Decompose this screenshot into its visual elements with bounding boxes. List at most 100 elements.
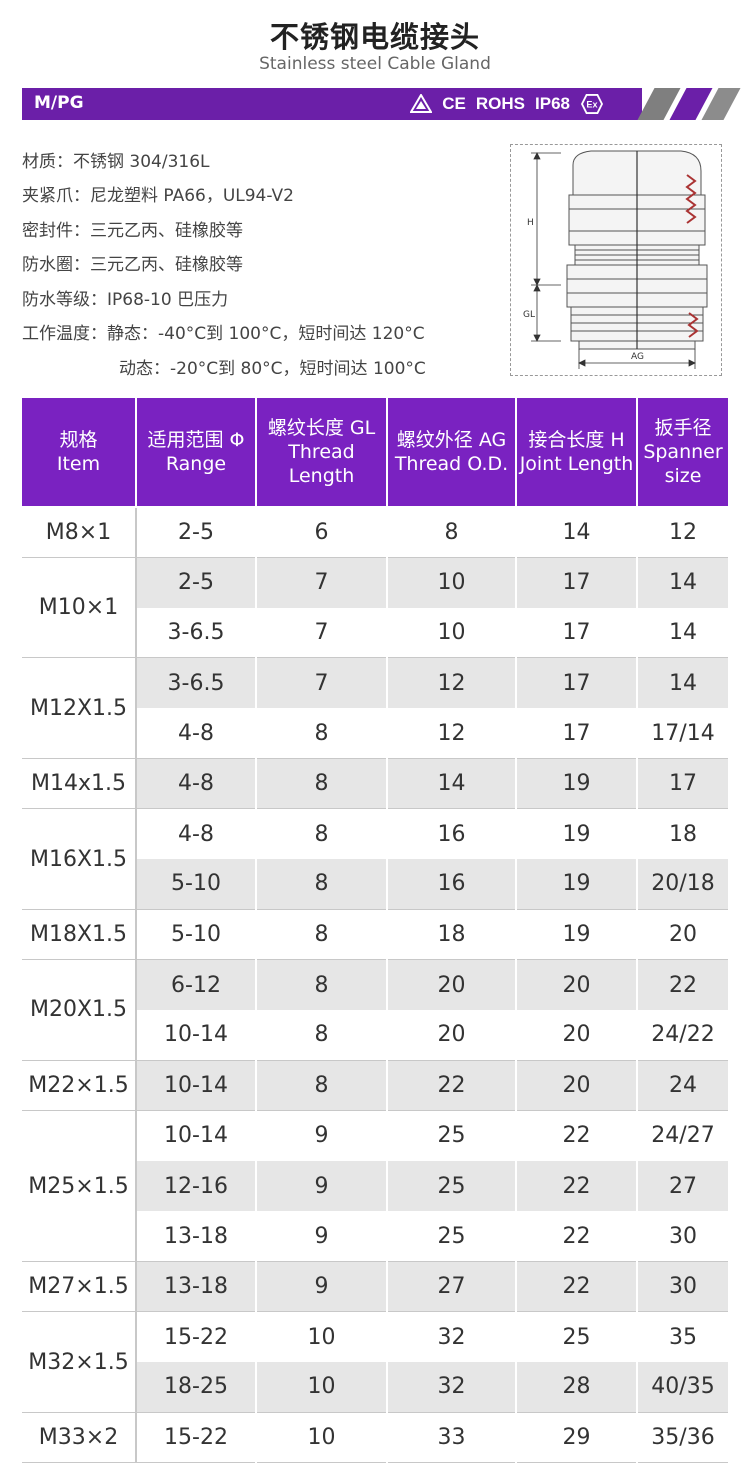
range-cell: 3-6.5: [135, 657, 257, 709]
spanner-size-cell: 14: [636, 607, 730, 659]
thread-length-cell: 8: [255, 1060, 388, 1112]
joint-length-cell: 19: [515, 859, 638, 910]
range-cell: 2-5: [135, 557, 257, 608]
spanner-size-cell: 14: [636, 557, 730, 608]
thread-od-cell: 25: [386, 1110, 517, 1161]
spanner-size-cell: 27: [636, 1160, 730, 1212]
thread-od-cell: 10: [386, 607, 517, 659]
thread-od-cell: 20: [386, 959, 517, 1010]
spanner-size-cell: 18: [636, 808, 730, 860]
range-cell: 15-22: [135, 1311, 257, 1363]
table-row: M25×1.5 10-14 9 25 22 24/27: [20, 1110, 730, 1262]
table-row: 3-6.5 7 10 17 14: [21, 607, 730, 659]
joint-length-cell: 22: [515, 1261, 638, 1313]
thread-length-cell: 8: [255, 909, 388, 961]
thread-od-cell: 33: [386, 1412, 517, 1464]
header-range: 适用范围 Φ Range: [135, 396, 257, 508]
thread-od-cell: 8: [386, 507, 517, 558]
range-cell: 5-10: [135, 859, 257, 910]
spec-material: 材质： 不锈钢 304/316L: [22, 151, 210, 172]
thread-length-cell: 8: [255, 859, 388, 910]
header-thread-od: 螺纹外径 AG Thread O.D.: [386, 396, 517, 508]
table-row: M33×2 15-22 10 33 29 35/36: [20, 1412, 730, 1464]
spanner-size-cell: 17/14: [636, 708, 730, 759]
thread-od-cell: 14: [386, 758, 517, 810]
spanner-size-cell: 12: [636, 507, 730, 558]
spec-protection: 防水等级： IP68-10 巴压力: [22, 289, 229, 310]
thread-od-cell: 16: [386, 808, 517, 860]
thread-length-cell: 10: [255, 1362, 388, 1413]
joint-length-cell: 14: [515, 507, 638, 558]
joint-length-cell: 20: [515, 1009, 638, 1061]
spanner-size-cell: 22: [636, 959, 730, 1010]
spanner-size-cell: 24/27: [636, 1110, 730, 1161]
range-cell: 6-12: [135, 959, 257, 1010]
banner-label: M/PG: [34, 93, 84, 113]
table-row: M20X1.5 6-12 8 20 20 22: [20, 959, 730, 1061]
cert-logos: CE ROHS IP68 Ex: [410, 88, 608, 120]
joint-length-cell: 22: [515, 1211, 638, 1262]
item-cell: M14x1.5: [20, 758, 137, 810]
tuv-icon: [410, 94, 433, 113]
page-subtitle: Stainless steel Cable Gland: [259, 54, 491, 74]
range-cell: 10-14: [135, 1009, 257, 1061]
header-spanner-size: 扳手径 Spanner size: [636, 396, 730, 508]
range-cell: 10-14: [135, 1110, 257, 1161]
cable-gland-diagram: H GL AG: [510, 144, 722, 376]
thread-length-cell: 7: [255, 657, 388, 709]
thread-length-cell: 8: [255, 708, 388, 759]
table-row: M16X1.5 4-8 8 16 19 18: [20, 808, 730, 910]
spanner-size-cell: 24/22: [636, 1009, 730, 1061]
ex-icon: Ex: [580, 94, 604, 114]
thread-od-cell: 10: [386, 557, 517, 608]
thread-length-cell: 9: [255, 1211, 388, 1262]
table-row: M12X1.5 3-6.5 7 12 17 14: [20, 657, 730, 759]
spanner-size-cell: 17: [636, 758, 730, 810]
table-row: 5-10 8 16 19 20/18: [21, 859, 730, 910]
joint-length-cell: 22: [515, 1110, 638, 1161]
spanner-size-cell: 24: [636, 1060, 730, 1112]
item-cell: M20X1.5: [20, 959, 137, 1061]
range-cell: 10-14: [135, 1060, 257, 1112]
spanner-size-cell: 35: [636, 1311, 730, 1363]
thread-length-cell: 7: [255, 557, 388, 608]
header-joint-length: 接合长度 H Joint Length: [515, 396, 638, 508]
joint-length-cell: 17: [515, 708, 638, 759]
svg-text:Ex: Ex: [586, 100, 597, 110]
spanner-size-cell: 14: [636, 657, 730, 709]
joint-length-cell: 20: [515, 1060, 638, 1112]
thread-od-cell: 22: [386, 1060, 517, 1112]
dim-gl-label: GL: [523, 310, 535, 320]
spec-list: 材质： 不锈钢 304/316L 夹紧爪： 尼龙塑料 PA66，UL94-V2 密封…: [22, 142, 492, 384]
thread-od-cell: 25: [386, 1160, 517, 1212]
joint-length-cell: 28: [515, 1362, 638, 1413]
joint-length-cell: 25: [515, 1311, 638, 1363]
spec-clamp: 夹紧爪： 尼龙塑料 PA66，UL94-V2: [22, 186, 294, 207]
thread-od-cell: 18: [386, 909, 517, 961]
item-cell: M32×1.5: [20, 1311, 137, 1413]
table-row: M8×1 2-5 6 8 14 12: [20, 507, 730, 558]
joint-length-cell: 20: [515, 959, 638, 1010]
thread-length-cell: 9: [255, 1160, 388, 1212]
joint-length-cell: 19: [515, 758, 638, 810]
thread-od-cell: 32: [386, 1362, 517, 1413]
table-row: 10-14 8 20 20 24/22: [21, 1009, 730, 1061]
range-cell: 15-22: [135, 1412, 257, 1464]
spanner-size-cell: 40/35: [636, 1362, 730, 1413]
header-thread-length: 螺纹长度 GL Thread Length: [255, 396, 388, 508]
spanner-size-cell: 30: [636, 1261, 730, 1313]
joint-length-cell: 17: [515, 557, 638, 608]
dim-ag-label: AG: [631, 352, 644, 362]
range-cell: 12-16: [135, 1160, 257, 1212]
item-cell: M18X1.5: [20, 909, 137, 961]
thread-length-cell: 10: [255, 1311, 388, 1363]
joint-length-cell: 19: [515, 909, 638, 961]
table-row: 13-18 9 25 22 30: [21, 1211, 730, 1262]
joint-length-cell: 29: [515, 1412, 638, 1464]
thread-od-cell: 12: [386, 657, 517, 709]
banner-bar: M/PG: [22, 88, 642, 120]
item-cell: M10×1: [20, 557, 137, 659]
dim-h-label: H: [527, 218, 534, 228]
joint-length-cell: 22: [515, 1160, 638, 1212]
page-title: 不锈钢电缆接头: [269, 20, 480, 54]
